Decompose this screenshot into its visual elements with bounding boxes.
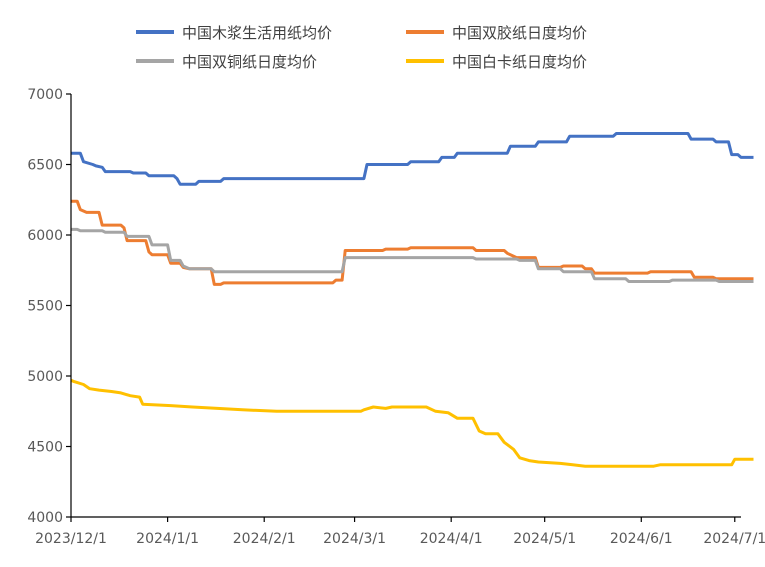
x-tick-label: 2024/6/1 bbox=[610, 531, 673, 547]
y-tick-label: 4000 bbox=[27, 510, 63, 526]
y-tick-label: 6500 bbox=[27, 158, 63, 174]
legend-label: 中国双铜纸日度均价 bbox=[182, 53, 317, 71]
legend-label: 中国白卡纸日度均价 bbox=[452, 53, 587, 71]
plot-area bbox=[70, 132, 754, 468]
y-tick-label: 7000 bbox=[27, 87, 63, 103]
x-tick-label: 2024/4/1 bbox=[420, 531, 483, 547]
legend-label: 中国双胶纸日度均价 bbox=[452, 24, 587, 42]
y-tick-label: 4500 bbox=[27, 440, 63, 456]
x-tick-label: 2024/2/1 bbox=[233, 531, 296, 547]
series-line-4 bbox=[70, 378, 754, 468]
x-tick-label: 2024/5/1 bbox=[513, 531, 576, 547]
x-tick-label: 2024/7/1 bbox=[703, 531, 765, 547]
y-tick-label: 5000 bbox=[27, 369, 63, 385]
x-tick-label: 2024/3/1 bbox=[323, 531, 386, 547]
axes: 4000 4500 5000 5500 6000 6500 7000 2023/12/1 202… bbox=[27, 87, 765, 547]
series-line-2 bbox=[71, 199, 754, 286]
x-tick-label: 2023/12/1 bbox=[35, 531, 107, 547]
legend-label: 中国木浆生活用纸均价 bbox=[182, 24, 332, 42]
x-tick-label: 2024/1/1 bbox=[136, 531, 199, 547]
series-line-3 bbox=[71, 227, 754, 283]
series-line-1 bbox=[71, 132, 754, 186]
y-tick-label: 6000 bbox=[27, 228, 63, 244]
y-tick-label: 5500 bbox=[27, 299, 63, 315]
